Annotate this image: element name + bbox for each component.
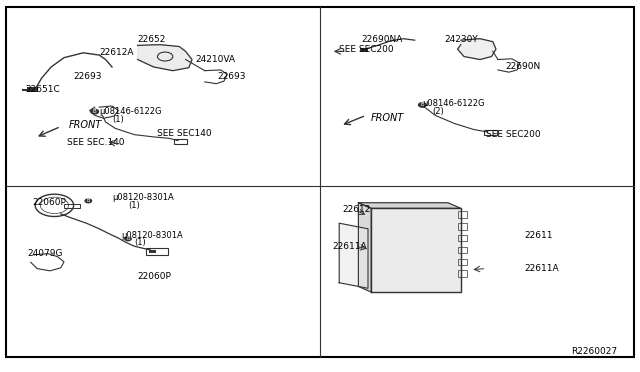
Text: 22612: 22612 [342,205,371,214]
Text: B: B [420,102,424,108]
Bar [146,248,168,255]
Text: µ08146-6122G: µ08146-6122G [422,99,485,108]
Text: 22693: 22693 [74,72,102,81]
Circle shape [91,109,99,114]
Text: SEE SEC200: SEE SEC200 [486,130,541,139]
Text: µ08146-6122G: µ08146-6122G [99,107,162,116]
Text: 22612A: 22612A [99,48,134,57]
Text: R2260027: R2260027 [572,347,618,356]
Bar [458,259,467,265]
Text: 22651C: 22651C [26,85,60,94]
Text: (2): (2) [432,107,444,116]
Text: 22060P: 22060P [32,198,66,207]
Text: FRONT: FRONT [69,120,102,129]
Polygon shape [358,203,461,208]
Bar [458,270,467,277]
FancyBboxPatch shape [6,7,634,357]
Text: SEE SEC200: SEE SEC200 [339,45,394,54]
Bar [484,130,497,135]
Text: 22690NA: 22690NA [362,35,403,44]
Bar [458,223,467,230]
Text: 22652: 22652 [138,35,166,44]
Text: B: B [93,109,97,114]
Text: 22611A: 22611A [525,264,559,273]
Text: (1): (1) [128,201,140,210]
Text: 24079G: 24079G [27,249,62,258]
Text: 22690N: 22690N [506,62,541,71]
Text: µ08120-8301A: µ08120-8301A [122,231,183,240]
Bar [22,89,29,91]
Text: 22693: 22693 [218,72,246,81]
Bar [360,48,368,52]
Text: SEE SEC140: SEE SEC140 [157,129,211,138]
Bar [149,250,156,253]
Bar [27,87,38,92]
Text: 22611: 22611 [525,231,554,240]
Polygon shape [339,223,368,288]
Circle shape [85,199,92,203]
Text: 24230Y: 24230Y [445,35,479,44]
Text: µ08120-8301A: µ08120-8301A [112,193,173,202]
Text: (1): (1) [134,238,146,247]
Bar [458,247,467,253]
Text: B: B [126,236,130,241]
Text: 22611A: 22611A [333,242,367,251]
Text: SEE SEC.140: SEE SEC.140 [67,138,125,147]
Polygon shape [358,203,371,292]
Circle shape [419,103,426,107]
Text: 22060P: 22060P [138,272,172,280]
Bar [174,139,187,144]
Polygon shape [138,45,192,71]
Circle shape [125,237,131,241]
Bar [458,211,467,218]
Text: (1): (1) [112,115,124,124]
Text: FRONT: FRONT [371,113,404,123]
Polygon shape [458,39,496,60]
Text: 24210VA: 24210VA [195,55,236,64]
Text: B: B [86,198,90,203]
Bar [64,204,80,208]
Bar [458,235,467,241]
